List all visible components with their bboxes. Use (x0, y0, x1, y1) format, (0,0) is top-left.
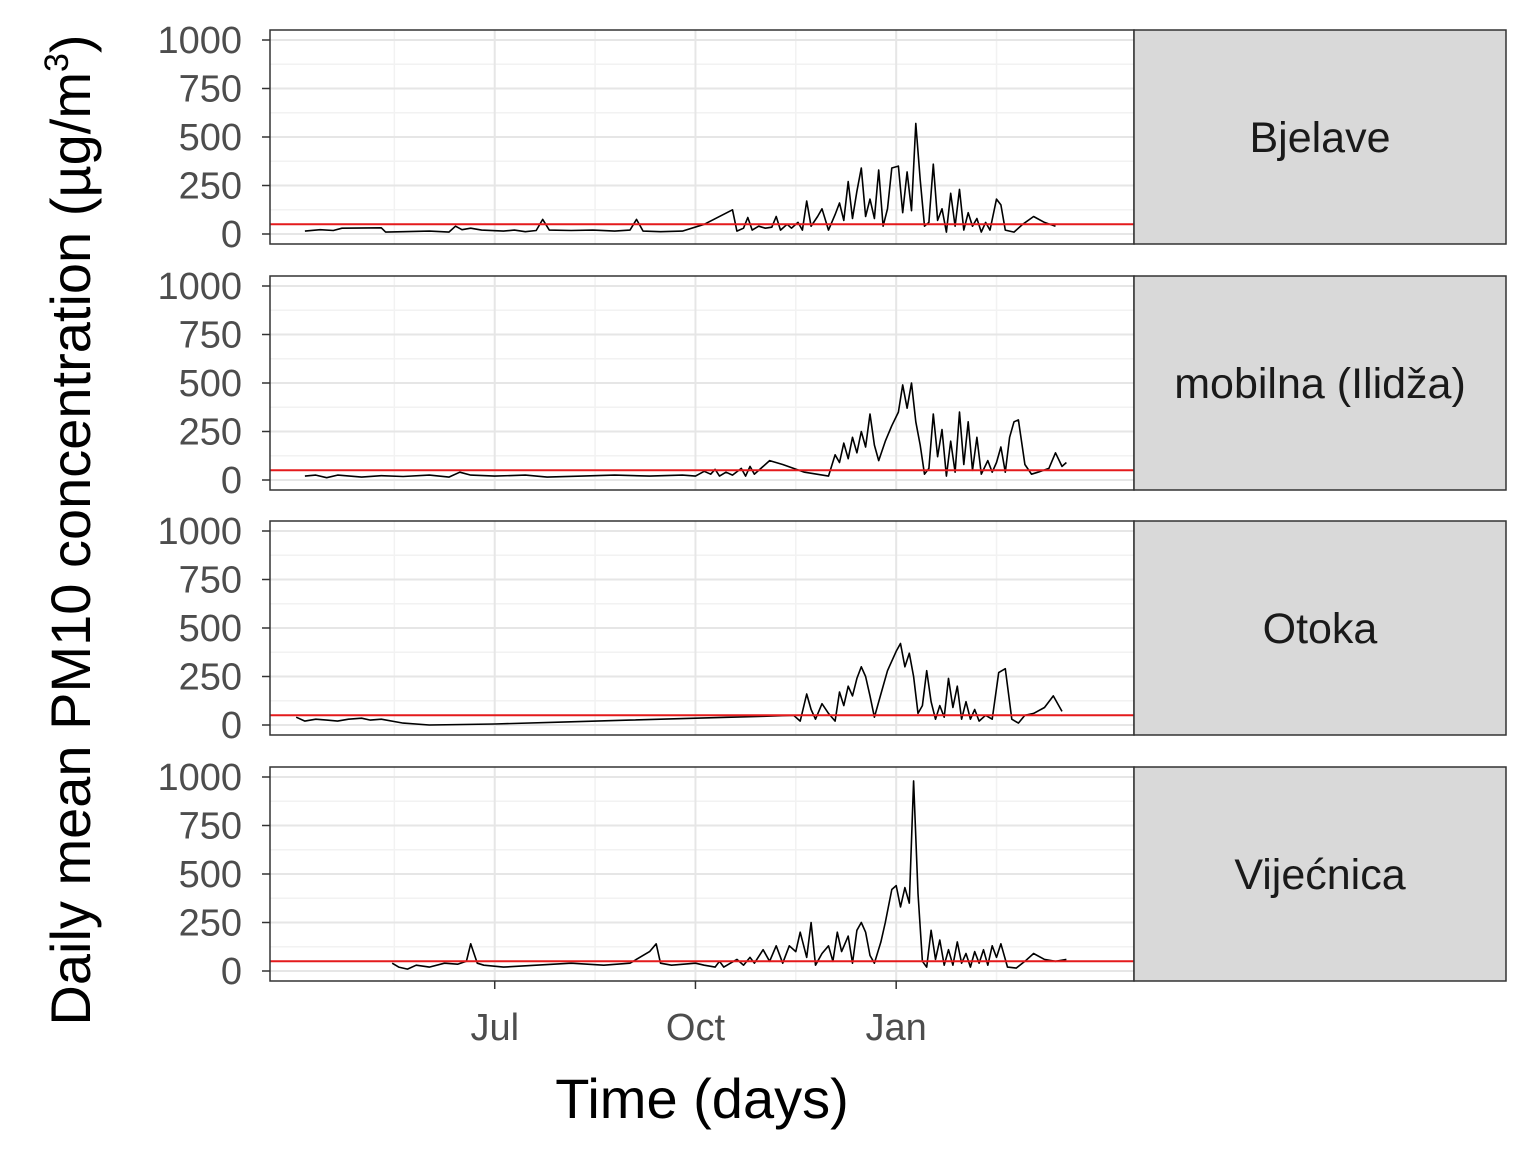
y-tick-label: 500 (179, 117, 242, 159)
y-tick-label: 0 (221, 214, 242, 256)
panel: 0 250 500 750 1000 Otoka (157, 511, 1507, 747)
y-tick-label: 1000 (157, 511, 242, 553)
y-tick-label: 0 (221, 951, 242, 993)
panel: 0 250 500 750 1000 mobilna (Ilidža) (157, 266, 1507, 502)
y-tick-label: 750 (179, 806, 242, 848)
y-axis-title-superscript: 3 (38, 53, 76, 72)
y-axis-title: Daily mean PM10 concentration (µg/m3) (38, 34, 102, 1025)
series-line (304, 382, 1067, 479)
facet-strip-label: mobilna (Ilidža) (1174, 360, 1466, 408)
y-axis-title-close: ) (39, 34, 102, 53)
x-tick-label: Jul (470, 1007, 519, 1049)
y-tick-label: 500 (179, 363, 242, 405)
x-axis-title: Time (days) (555, 1067, 849, 1130)
y-tick-label: 750 (179, 69, 242, 111)
y-tick-label: 500 (179, 854, 242, 896)
y-tick-label: 250 (179, 657, 242, 699)
y-tick-label: 750 (179, 315, 242, 357)
y-tick-label: 0 (221, 705, 242, 747)
facet-strip (1133, 275, 1507, 491)
y-tick-label: 250 (179, 412, 242, 454)
y-tick-label: 250 (179, 166, 242, 208)
panel: 0 250 500 750 1000 Vijećnica (157, 757, 1507, 993)
facet-strip (1133, 766, 1507, 982)
panels-layer: 0 250 500 750 1000 Bjelave 0 250 500 750 1000 mobil… (157, 20, 1507, 993)
y-tick-label: 0 (221, 460, 242, 502)
panel: 0 250 500 750 1000 Bjelave (157, 20, 1507, 256)
facet-strip-label: Bjelave (1249, 114, 1390, 162)
y-tick-label: 250 (179, 903, 242, 945)
y-tick-label: 1000 (157, 757, 242, 799)
series-line (295, 642, 1063, 726)
x-tick-label: Jan (866, 1007, 927, 1049)
y-tick-label: 1000 (157, 20, 242, 62)
facet-strip (1133, 520, 1507, 736)
series-line (391, 780, 1067, 970)
y-tick-label: 750 (179, 560, 242, 602)
y-tick-label: 500 (179, 608, 242, 650)
series-line (304, 122, 1056, 233)
x-tick-label: Oct (666, 1007, 726, 1049)
x-axis: Jul Oct Jan (470, 981, 927, 1049)
y-tick-label: 1000 (157, 266, 242, 308)
facet-strip-label: Otoka (1263, 605, 1378, 653)
facet-strip-label: Vijećnica (1234, 851, 1405, 899)
facet-strip (1133, 29, 1507, 245)
y-axis-title-main: Daily mean PM10 concentration (µg/m (39, 72, 102, 1026)
